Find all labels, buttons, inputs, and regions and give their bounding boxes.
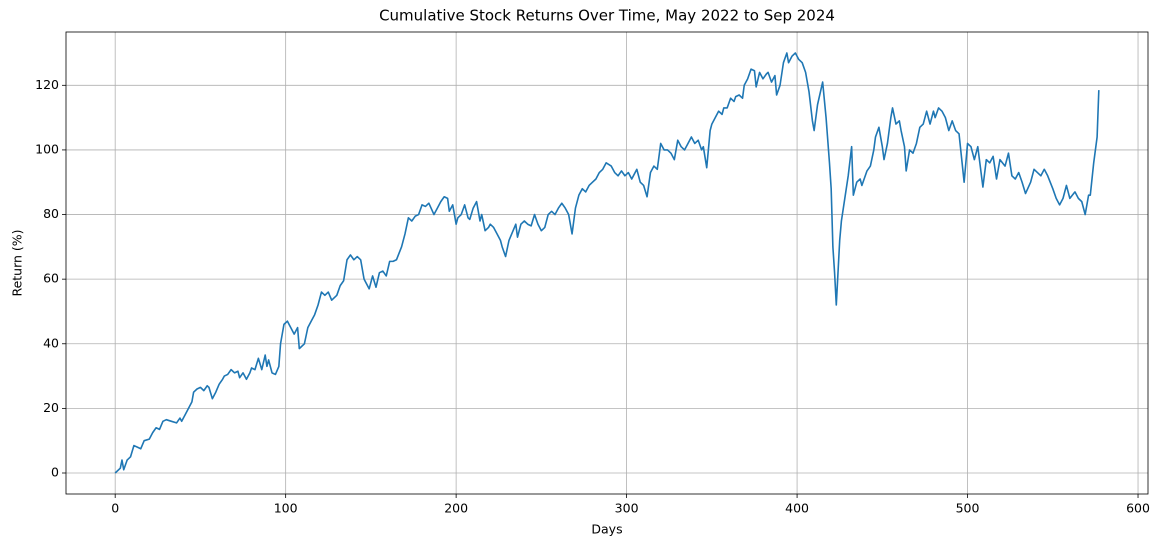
x-tick-label: 200 [444,501,468,516]
y-tick-label: 60 [43,271,59,286]
y-axis-label: Return (%) [10,229,25,296]
data-line [114,52,1100,474]
y-tick-label: 20 [43,400,59,415]
y-tick-label: 40 [43,335,59,350]
x-axis-label: Days [591,522,622,537]
x-tick-label: 100 [274,501,298,516]
y-tick-label: 0 [51,465,59,480]
x-tick-label: 600 [1126,501,1150,516]
x-tick-label: 500 [956,501,980,516]
plot-frame [65,31,1149,495]
y-tick-label: 120 [35,77,59,92]
y-tick-label: 80 [43,206,59,221]
x-tick-label: 0 [111,501,119,516]
chart-title: Cumulative Stock Returns Over Time, May … [379,7,835,25]
y-tick-label: 100 [35,141,59,156]
x-tick-label: 400 [785,501,809,516]
x-tick-label: 300 [615,501,639,516]
